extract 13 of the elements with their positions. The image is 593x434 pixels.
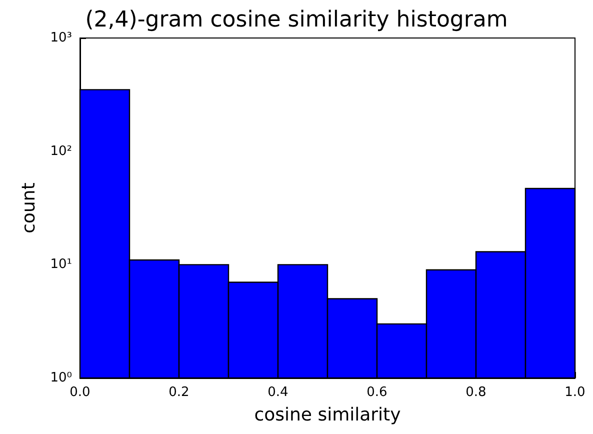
- y-tick-label: 10¹: [50, 257, 72, 272]
- chart-title: (2,4)-gram cosine similarity histogram: [85, 8, 508, 32]
- x-tick-label: 0.6: [366, 385, 388, 400]
- x-tick-label: 1.0: [564, 385, 586, 400]
- x-tick-label: 0.2: [168, 385, 190, 400]
- y-axis-title: count: [18, 182, 40, 234]
- y-tick-label: 10³: [50, 30, 72, 46]
- x-tick-label: 0.4: [268, 385, 288, 400]
- y-tick-label: 10⁰: [50, 370, 72, 386]
- x-tick-label: 0.8: [466, 385, 486, 400]
- y-tick-label: 10²: [50, 144, 72, 159]
- x-axis-title: cosine similarity: [254, 404, 402, 426]
- x-tick-label: 0.0: [70, 385, 90, 400]
